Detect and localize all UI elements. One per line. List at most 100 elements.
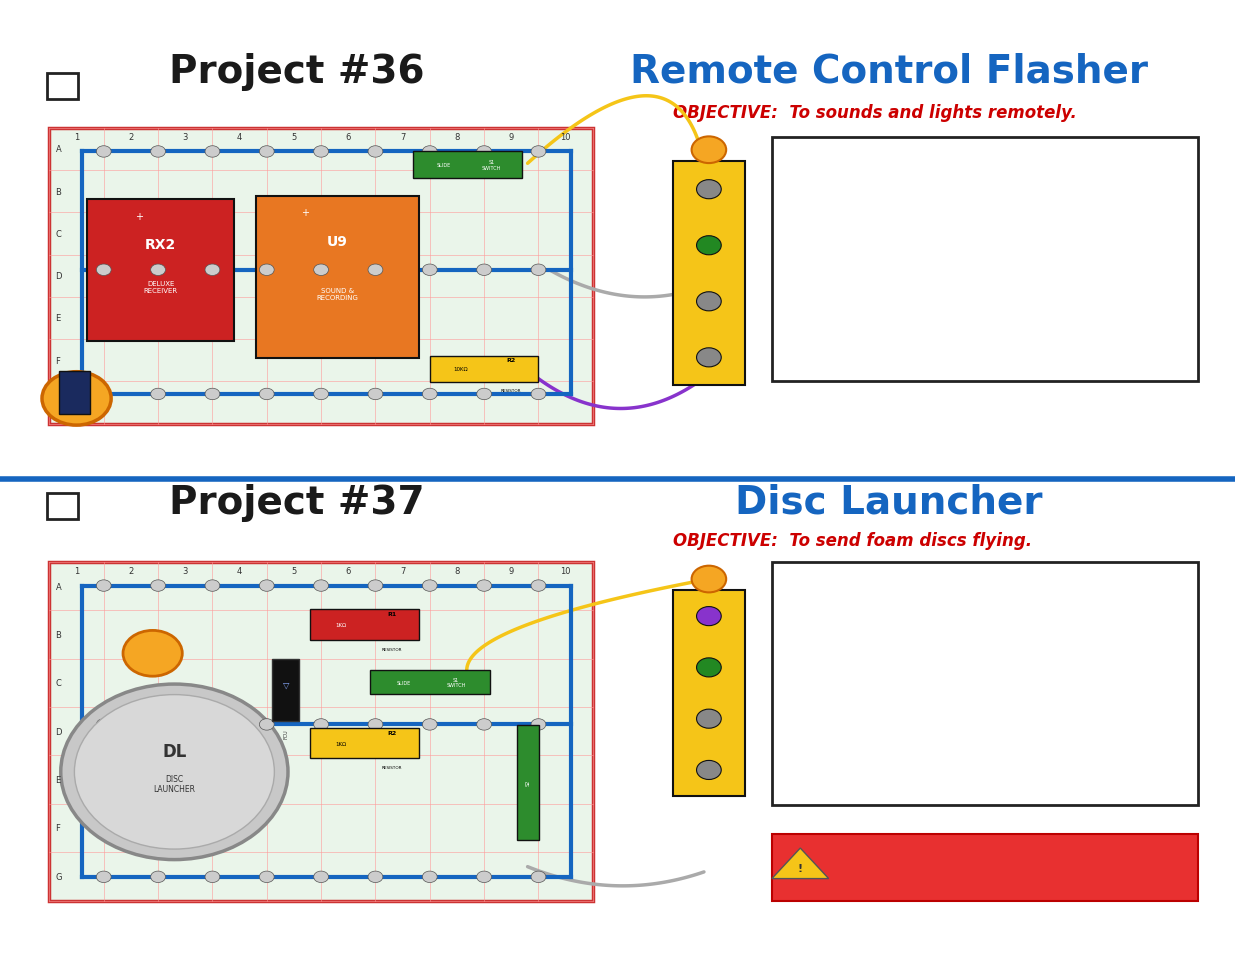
Circle shape — [259, 719, 274, 730]
Text: C: C — [56, 230, 62, 238]
Circle shape — [422, 147, 437, 158]
Text: RESISTOR: RESISTOR — [382, 765, 401, 770]
Circle shape — [477, 265, 492, 276]
Circle shape — [422, 580, 437, 592]
Circle shape — [531, 580, 546, 592]
Bar — [414, 152, 522, 179]
Circle shape — [74, 695, 274, 849]
Circle shape — [96, 580, 111, 592]
Text: ▽: ▽ — [283, 679, 289, 689]
Bar — [772, 562, 1198, 805]
Circle shape — [151, 147, 165, 158]
Circle shape — [96, 871, 111, 882]
Text: E: E — [56, 775, 61, 784]
Circle shape — [314, 147, 329, 158]
Circle shape — [314, 389, 329, 400]
Circle shape — [368, 580, 383, 592]
Text: SOUND &
RECORDING: SOUND & RECORDING — [316, 288, 358, 300]
Bar — [772, 834, 1198, 901]
Bar — [49, 129, 593, 424]
Text: DISC
LAUNCHER: DISC LAUNCHER — [153, 774, 195, 793]
Bar — [47, 494, 78, 519]
Text: S1
SWITCH: S1 SWITCH — [446, 677, 466, 688]
Bar — [516, 725, 538, 840]
Text: R2: R2 — [506, 357, 516, 363]
Text: +: + — [135, 212, 143, 221]
Circle shape — [205, 265, 220, 276]
Circle shape — [314, 871, 329, 882]
Text: 1: 1 — [74, 566, 79, 575]
Text: FCU: FCU — [283, 729, 288, 739]
Bar — [310, 610, 419, 640]
Circle shape — [422, 871, 437, 882]
Circle shape — [422, 719, 437, 730]
Circle shape — [697, 709, 721, 728]
Text: B: B — [56, 630, 62, 639]
Text: D: D — [56, 272, 62, 281]
Text: Project #36: Project #36 — [169, 52, 424, 91]
Circle shape — [697, 180, 721, 199]
Text: 6: 6 — [346, 566, 351, 575]
Bar — [256, 196, 419, 359]
Circle shape — [368, 871, 383, 882]
Bar — [47, 74, 78, 100]
Bar — [272, 659, 299, 721]
Text: 8: 8 — [454, 132, 459, 141]
Text: 1: 1 — [74, 132, 79, 141]
Circle shape — [205, 580, 220, 592]
Text: 10: 10 — [561, 566, 571, 575]
Circle shape — [259, 265, 274, 276]
Text: 9: 9 — [509, 132, 514, 141]
Text: G: G — [56, 398, 62, 408]
Text: +: + — [301, 208, 309, 218]
Text: 2: 2 — [128, 566, 133, 575]
Bar — [49, 562, 593, 901]
Circle shape — [477, 580, 492, 592]
Text: RESISTOR: RESISTOR — [382, 647, 401, 651]
Text: RX2: RX2 — [146, 238, 177, 252]
Circle shape — [151, 389, 165, 400]
Circle shape — [477, 871, 492, 882]
Circle shape — [477, 147, 492, 158]
Circle shape — [151, 580, 165, 592]
Circle shape — [368, 719, 383, 730]
Circle shape — [124, 631, 183, 677]
Circle shape — [531, 389, 546, 400]
Text: 1KΩ: 1KΩ — [335, 622, 346, 627]
Circle shape — [368, 389, 383, 400]
Text: SLIDE: SLIDE — [437, 163, 451, 168]
Text: RESISTOR: RESISTOR — [501, 389, 521, 393]
Bar — [430, 356, 538, 383]
Text: 5: 5 — [291, 566, 296, 575]
Circle shape — [314, 580, 329, 592]
Text: D: D — [56, 727, 62, 736]
Polygon shape — [772, 848, 829, 879]
Circle shape — [697, 236, 721, 255]
Text: 8: 8 — [454, 566, 459, 575]
Text: E: E — [56, 314, 61, 323]
Circle shape — [477, 719, 492, 730]
Circle shape — [151, 871, 165, 882]
Circle shape — [368, 265, 383, 276]
Bar — [772, 138, 1198, 381]
Circle shape — [259, 871, 274, 882]
Bar — [59, 372, 90, 415]
Text: SLIDE: SLIDE — [396, 679, 410, 685]
Circle shape — [96, 265, 111, 276]
Circle shape — [151, 265, 165, 276]
Circle shape — [531, 147, 546, 158]
Text: Project #37: Project #37 — [169, 483, 424, 521]
Circle shape — [531, 719, 546, 730]
Text: S1
SWITCH: S1 SWITCH — [482, 160, 501, 171]
Circle shape — [477, 389, 492, 400]
Text: A: A — [56, 145, 62, 154]
Circle shape — [151, 719, 165, 730]
Text: A: A — [56, 582, 62, 591]
Text: DELUXE
RECEIVER: DELUXE RECEIVER — [143, 281, 178, 294]
Text: F: F — [56, 356, 61, 365]
Text: !: ! — [798, 863, 803, 873]
Text: 3: 3 — [183, 132, 188, 141]
Circle shape — [259, 147, 274, 158]
Text: 1KΩ: 1KΩ — [335, 740, 346, 746]
Circle shape — [42, 373, 111, 426]
